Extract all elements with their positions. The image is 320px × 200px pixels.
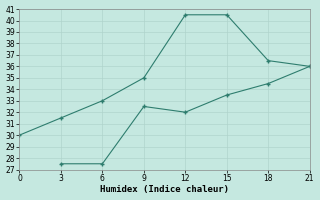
X-axis label: Humidex (Indice chaleur): Humidex (Indice chaleur) xyxy=(100,185,229,194)
